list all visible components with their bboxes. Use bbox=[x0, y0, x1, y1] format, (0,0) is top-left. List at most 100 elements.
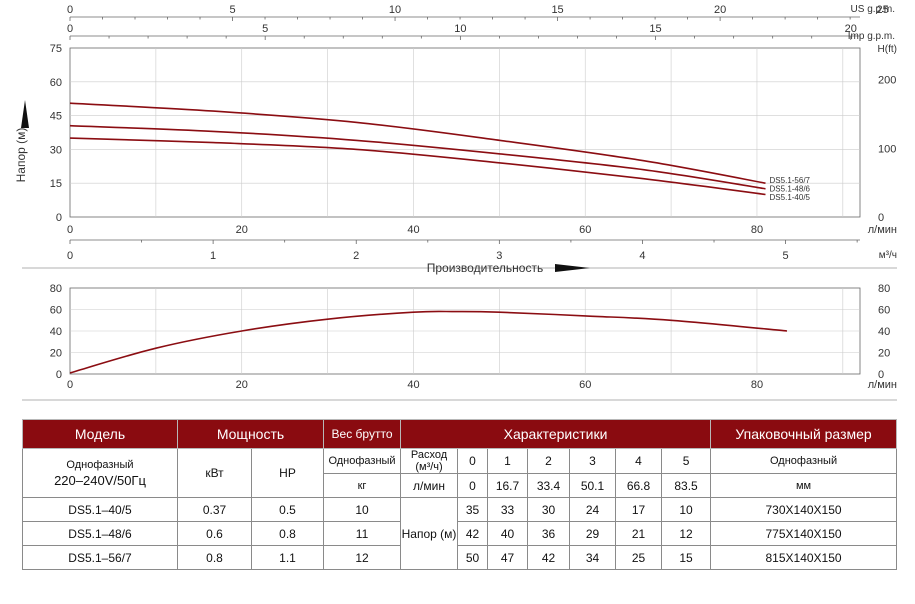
us-gpm-tick-label: 25 bbox=[877, 4, 889, 16]
x-unit-label: л/мин bbox=[868, 224, 897, 236]
kw-label: кВт bbox=[177, 448, 252, 498]
m3h-tick-label: 0 bbox=[67, 250, 73, 262]
series-label: DS5.1-40/5 bbox=[770, 193, 811, 202]
x-tick-label: 0 bbox=[67, 379, 73, 391]
model-cell: DS5.1–48/6 bbox=[22, 521, 178, 546]
head-label: Напор (м) bbox=[400, 497, 459, 570]
hp-cell: 0.8 bbox=[250, 521, 325, 546]
head-cell: 42 bbox=[457, 521, 489, 546]
phase-label: Однофазный bbox=[66, 458, 134, 471]
size-cell: 815X140X150 bbox=[710, 545, 898, 570]
header-package: Упаковочный размер bbox=[710, 419, 898, 449]
head-cell: 34 bbox=[569, 545, 617, 570]
model-cell: DS5.1–56/7 bbox=[22, 545, 178, 570]
flow-lmin-1: 16.7 bbox=[487, 473, 529, 498]
m3h-tick-label: 4 bbox=[639, 250, 645, 262]
flow-lmin-2: 33.4 bbox=[527, 473, 571, 498]
m3h-tick-label: 2 bbox=[353, 250, 359, 262]
y-tick-label: 0 bbox=[56, 369, 62, 381]
y-tick-label: 60 bbox=[50, 305, 62, 317]
x-unit-label: л/мин bbox=[868, 379, 897, 391]
y-tick-label: 0 bbox=[56, 212, 62, 224]
x-tick-label: 60 bbox=[579, 224, 591, 236]
series-label: DS5.1-56/7 bbox=[770, 176, 811, 185]
us-gpm-tick-label: 10 bbox=[389, 4, 401, 16]
kw-cell: 0.37 bbox=[177, 497, 252, 522]
head-cell: 47 bbox=[487, 545, 529, 570]
us-gpm-tick-label: 5 bbox=[229, 4, 235, 16]
x-axis-title: Производительность bbox=[427, 261, 543, 275]
model-cell: DS5.1–40/5 bbox=[22, 497, 178, 522]
y-tick-label: 15 bbox=[50, 178, 62, 190]
hp-cell: 1.1 bbox=[250, 545, 325, 570]
mm-label: мм bbox=[710, 473, 898, 498]
head-cell: 35 bbox=[457, 497, 489, 522]
size-cell: 730X140X150 bbox=[710, 497, 898, 522]
kw-cell: 0.8 bbox=[177, 545, 252, 570]
voltage-label: 220–240V/50Гц bbox=[54, 472, 146, 488]
hp-label: HP bbox=[250, 448, 325, 498]
y-right-tick-label: 80 bbox=[878, 283, 890, 295]
head-cell: 40 bbox=[487, 521, 529, 546]
imp-gpm-tick-label: 0 bbox=[67, 23, 73, 35]
y-right-tick-label: 100 bbox=[878, 143, 896, 155]
head-cell: 36 bbox=[527, 521, 571, 546]
flow-m3h-4: 4 bbox=[615, 448, 663, 474]
head-cell: 50 bbox=[457, 545, 489, 570]
us-gpm-tick-label: 0 bbox=[67, 4, 73, 16]
kg-cell: 11 bbox=[323, 521, 402, 546]
y-right-tick-label: 40 bbox=[878, 326, 890, 338]
y-tick-label: 80 bbox=[50, 283, 62, 295]
package-phase-label: Однофазный bbox=[710, 448, 898, 474]
table-row: DS5.1–40/5 0.37 0.5 10 Напор (м) 35 33 3… bbox=[22, 497, 898, 570]
y-right-unit-label: H(ft) bbox=[878, 44, 897, 55]
flow-label: Расход (м³/ч) bbox=[400, 448, 459, 474]
header-specs: Характеристики bbox=[400, 419, 712, 449]
y-right-tick-label: 20 bbox=[878, 348, 890, 360]
us-gpm-tick-label: 15 bbox=[551, 4, 563, 16]
m3h-tick-label: 3 bbox=[496, 250, 502, 262]
y-tick-label: 30 bbox=[50, 144, 62, 156]
imp-gpm-tick-label: 10 bbox=[454, 23, 466, 35]
header-model: Модель bbox=[22, 419, 178, 449]
kg-label: кг bbox=[323, 473, 402, 498]
head-cell: 33 bbox=[487, 497, 529, 522]
flow-m3h-0: 0 bbox=[457, 448, 489, 474]
head-cell: 24 bbox=[569, 497, 617, 522]
flow-lmin-5: 83.5 bbox=[661, 473, 712, 498]
y-right-tick-label: 200 bbox=[878, 75, 896, 87]
m3h-tick-label: 1 bbox=[210, 250, 216, 262]
y-tick-label: 75 bbox=[50, 43, 62, 55]
table-header-row: Модель Мощность Вес брутто Характеристик… bbox=[22, 419, 898, 449]
flow-m3h-2: 2 bbox=[527, 448, 571, 474]
hp-cell: 0.5 bbox=[250, 497, 325, 522]
m3h-tick-label: 5 bbox=[783, 250, 789, 262]
spec-table: Модель Мощность Вес брутто Характеристик… bbox=[22, 419, 898, 570]
head-cell: 10 bbox=[661, 497, 712, 522]
flow-m3h-3: 3 bbox=[569, 448, 617, 474]
head-cell: 42 bbox=[527, 545, 571, 570]
upper-plot-frame bbox=[69, 47, 861, 218]
imp-gpm-tick-label: 20 bbox=[845, 23, 857, 35]
curve-ds5-1-48-6 bbox=[69, 124, 766, 190]
kg-cell: 12 bbox=[323, 545, 402, 570]
x-tick-label: 60 bbox=[579, 379, 591, 391]
y-tick-label: 45 bbox=[50, 111, 62, 123]
us-gpm-unit-label: US g.p.m. bbox=[851, 4, 895, 15]
y-axis-arrow-icon bbox=[21, 100, 29, 128]
flow-lmin-3: 50.1 bbox=[569, 473, 617, 498]
efficiency-chart: 0 20 40 60 80 0 20 40 60 80 0 20 40 60 80 л/мин bbox=[22, 283, 897, 401]
weight-phase-label: Однофазный bbox=[323, 448, 402, 474]
table-subheader-row: Однофазный 220–240V/50Гц кВт HP Однофазн… bbox=[22, 448, 898, 498]
head-cell: 25 bbox=[615, 545, 663, 570]
head-cell: 15 bbox=[661, 545, 712, 570]
head-cell: 17 bbox=[615, 497, 663, 522]
x-tick-label: 40 bbox=[407, 224, 419, 236]
y-tick-label: 20 bbox=[50, 348, 62, 360]
flow-lmin-4: 66.8 bbox=[615, 473, 663, 498]
x-tick-label: 0 bbox=[67, 224, 73, 236]
kg-cell: 10 bbox=[323, 497, 402, 522]
curve-ds5-1-40-5 bbox=[69, 137, 766, 196]
